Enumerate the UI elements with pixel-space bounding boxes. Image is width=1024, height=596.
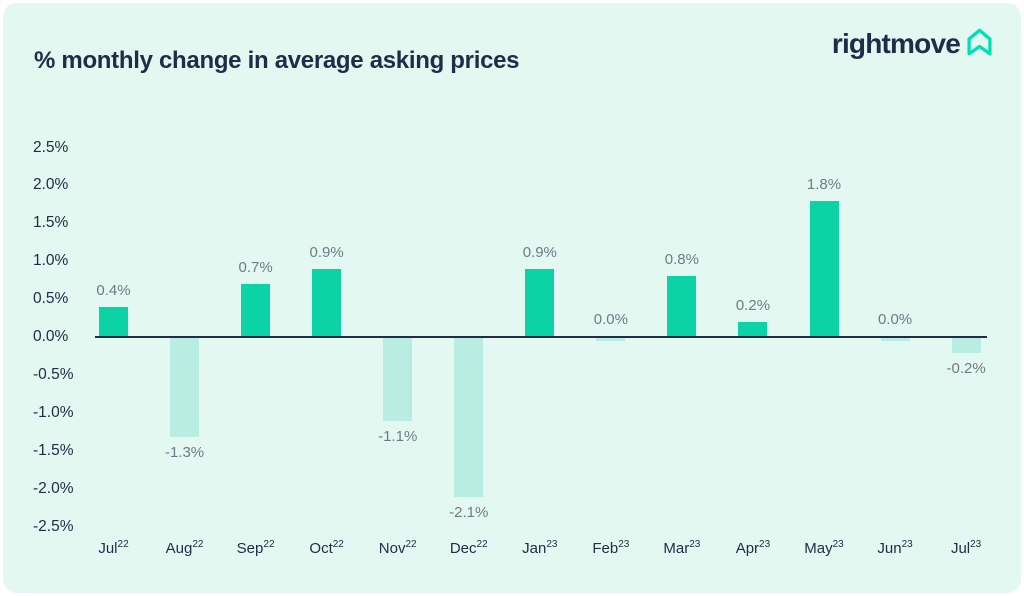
house-arrow-icon bbox=[967, 28, 992, 56]
x-tick-label: Jul22 bbox=[98, 539, 129, 558]
y-tick-label: 2.5% bbox=[33, 138, 69, 156]
x-tick-label: Apr23 bbox=[735, 539, 771, 558]
y-tick-label: -2.5% bbox=[33, 517, 74, 535]
bar-value-label: -0.2% bbox=[946, 360, 986, 378]
bar-value-label: 0.8% bbox=[664, 251, 699, 269]
bar-apr23 bbox=[738, 321, 768, 337]
bar-dec22 bbox=[454, 338, 484, 498]
bar-value-label: 0.4% bbox=[96, 281, 131, 299]
bar-value-label: 0.7% bbox=[238, 258, 273, 276]
bar-jul22 bbox=[99, 306, 128, 337]
x-tick-label: Jul23 bbox=[950, 539, 982, 558]
bar-jan23 bbox=[525, 268, 555, 337]
x-tick-label: Jan23 bbox=[522, 539, 558, 558]
bar-feb23 bbox=[596, 338, 626, 341]
x-tick-label: Oct22 bbox=[309, 539, 344, 558]
bar-aug22 bbox=[170, 338, 200, 437]
bar-value-label: -1.1% bbox=[378, 428, 418, 446]
rightmove-logo-text: rightmove bbox=[831, 28, 961, 59]
chart-card bbox=[3, 3, 1021, 593]
x-tick-label: May23 bbox=[804, 539, 844, 558]
x-tick-label: Nov22 bbox=[378, 539, 417, 558]
y-tick-label: -2.0% bbox=[33, 479, 74, 497]
bar-value-label: -2.1% bbox=[449, 504, 489, 522]
bar-nov22 bbox=[383, 338, 413, 422]
bar-value-label: 0.0% bbox=[593, 311, 628, 328]
x-tick-label: Feb23 bbox=[592, 539, 630, 558]
rightmove-logo: rightmove bbox=[832, 26, 994, 62]
bar-jun23 bbox=[880, 338, 910, 341]
bar-mar23 bbox=[667, 276, 697, 337]
y-tick-label: -1.5% bbox=[33, 441, 74, 459]
y-tick-label: 0.5% bbox=[33, 290, 69, 308]
y-tick-label: 0.0% bbox=[33, 328, 69, 345]
page-title: % monthly change in average asking price… bbox=[34, 47, 520, 75]
y-tick-label: 2.0% bbox=[33, 176, 69, 194]
bar-sep22 bbox=[241, 283, 271, 337]
x-tick-label: Jun23 bbox=[877, 539, 913, 558]
x-tick-label: Sep22 bbox=[236, 539, 275, 558]
bar-value-label: 0.9% bbox=[522, 243, 557, 261]
y-tick-label: 1.5% bbox=[33, 214, 69, 232]
x-tick-label: Mar23 bbox=[663, 539, 701, 558]
bar-value-label: -1.3% bbox=[164, 443, 205, 461]
bar-value-label: 0.2% bbox=[735, 296, 771, 314]
bar-jul23 bbox=[951, 338, 981, 354]
x-tick-label: Dec22 bbox=[449, 539, 488, 558]
bar-value-label: 0.0% bbox=[877, 311, 913, 328]
bar-oct22 bbox=[312, 268, 342, 337]
y-tick-label: -1.0% bbox=[33, 403, 74, 421]
zero-axis-line bbox=[95, 336, 987, 338]
y-tick-label: 1.0% bbox=[33, 252, 69, 270]
y-tick-label: -0.5% bbox=[33, 365, 74, 383]
bar-value-label: 0.9% bbox=[309, 243, 344, 261]
bar-value-label: 1.8% bbox=[806, 175, 842, 193]
x-tick-label: Aug22 bbox=[165, 539, 204, 558]
bar-may23 bbox=[809, 200, 839, 337]
